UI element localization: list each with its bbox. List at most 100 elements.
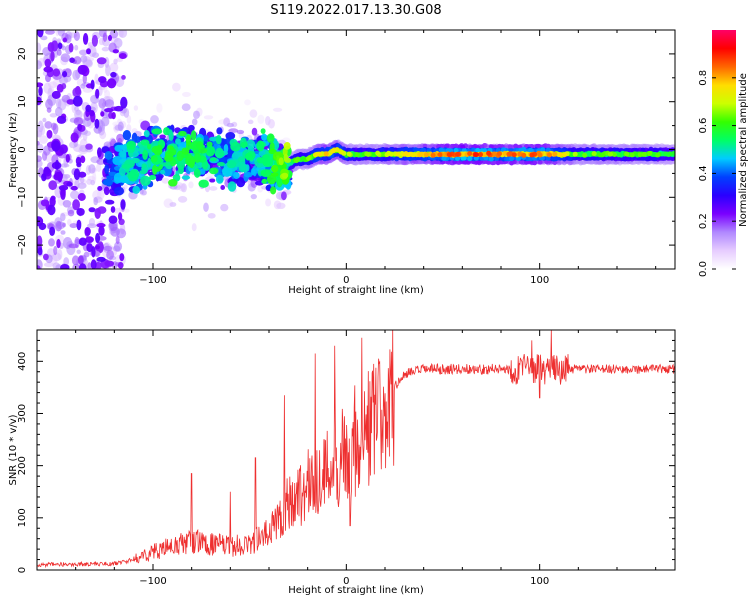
spectrogram-cell <box>330 148 336 154</box>
spectrogram-cell <box>269 133 274 140</box>
spectrogram-cell <box>365 152 371 157</box>
spectrogram-cell <box>76 219 82 231</box>
spectrogram-cell <box>104 108 114 113</box>
spectrogram-cell <box>132 185 141 194</box>
spectrogram-cell <box>140 139 150 146</box>
spectrogram-cell <box>306 155 312 161</box>
spectrogram-cell <box>72 95 83 107</box>
spectrogram-cell <box>423 152 429 158</box>
spectrogram-cell <box>256 140 265 152</box>
spectrogram-cell <box>486 159 492 165</box>
spectrogram-cell <box>73 168 81 181</box>
spectrogram-y-tick-label: 0 <box>17 146 28 152</box>
spectrogram-cell <box>455 151 460 157</box>
spectrogram-cell <box>265 198 272 207</box>
spectrogram-cell <box>551 156 557 162</box>
colorbar-label: Normalized spectral amplitude <box>738 73 749 227</box>
spectrogram-cell <box>178 165 184 175</box>
spectrogram-cell <box>152 166 161 173</box>
spectrogram-cell <box>663 151 669 157</box>
spectrogram-cell <box>42 253 49 261</box>
spectrogram-cell <box>87 262 92 269</box>
spectrogram-cell <box>567 155 573 161</box>
spectrogram-cell <box>113 207 123 214</box>
spectrogram-cell <box>55 220 62 232</box>
spectrogram-cell <box>388 147 394 152</box>
spectrogram-cell <box>118 53 127 59</box>
snr-x-axis-label: Height of straight line (km) <box>288 585 424 596</box>
spectrogram-cell <box>76 249 81 255</box>
spectrogram-cell <box>278 157 284 166</box>
spectrogram-cell <box>547 152 552 158</box>
spectrogram-cell <box>104 260 115 267</box>
spectrogram-cell <box>113 241 123 252</box>
spectrogram-cell <box>244 152 253 161</box>
spectrogram-cell <box>177 196 188 203</box>
spectrogram-cell <box>76 162 82 168</box>
spectrogram-cell <box>52 68 61 77</box>
spectrogram-cell <box>250 167 256 176</box>
spectrogram-cell <box>82 73 87 84</box>
spectrogram-cell <box>80 155 86 164</box>
spectrogram-cell <box>121 163 132 169</box>
spectrogram-cell <box>142 149 148 160</box>
spectrogram-cell <box>97 186 103 191</box>
spectrogram-x-tick-label: 0 <box>343 275 349 286</box>
spectrogram-cell <box>280 191 287 201</box>
spectrogram-cell <box>120 199 126 210</box>
spectrogram-cell <box>37 120 44 133</box>
spectrogram-cell <box>140 175 151 186</box>
spectrogram-cell <box>205 145 216 157</box>
spectrogram-cell <box>322 156 328 162</box>
spectrogram-cell <box>528 147 534 153</box>
spectrogram-cell <box>473 152 479 158</box>
spectrogram-cell <box>80 83 86 89</box>
spectrogram-cell <box>591 143 597 149</box>
spectrogram-cell <box>395 151 401 157</box>
spectrogram-cell <box>303 163 309 169</box>
spectrogram-cell <box>58 76 69 85</box>
spectrogram-cell <box>453 147 459 153</box>
spectrogram-cell <box>123 208 130 213</box>
spectrogram-cell <box>216 127 223 135</box>
spectrogram-cell <box>109 62 119 73</box>
snr-x-tick-label: 100 <box>530 576 549 587</box>
spectrogram-cell <box>375 150 381 156</box>
spectrogram-cell <box>606 159 612 164</box>
spectrogram-cell <box>236 177 246 188</box>
spectrogram-cell <box>612 152 617 157</box>
spectrogram-cell <box>503 143 509 149</box>
spectrogram-cell <box>257 114 265 125</box>
spectrogram-heatmap <box>37 30 675 269</box>
spectrogram-cell <box>60 53 71 63</box>
spectrogram-cell <box>59 163 70 168</box>
spectrogram-cell <box>215 174 224 184</box>
spectrogram-cell <box>582 143 588 149</box>
spectrogram-cell <box>237 156 246 163</box>
spectrogram-cell <box>88 207 96 213</box>
spectrogram-cell <box>323 151 329 157</box>
spectrogram-y-tick-label: 10 <box>17 95 28 108</box>
spectrogram-cell <box>509 156 515 162</box>
spectrogram-cell <box>135 136 141 144</box>
spectrogram-cell <box>260 170 266 176</box>
spectrogram-cell <box>167 147 177 157</box>
spectrogram-cell <box>586 150 592 156</box>
spectrogram-cell <box>276 202 286 210</box>
spectrogram-cell <box>507 151 513 157</box>
spectrogram-cell <box>49 226 56 237</box>
spectrogram-cell <box>150 115 159 124</box>
spectrogram-cell <box>159 169 166 175</box>
spectrogram-cell <box>629 152 635 158</box>
spectrogram-cell <box>172 82 181 92</box>
spectrogram-cell <box>595 159 601 165</box>
spectrogram-cell <box>478 152 483 157</box>
spectrogram-cell <box>312 152 318 158</box>
spectrogram-cell <box>86 48 91 55</box>
spectrogram-cell <box>228 128 239 133</box>
spectrogram-cell <box>72 69 80 81</box>
spectrogram-cell <box>261 133 268 141</box>
spectrogram-cell <box>103 245 113 252</box>
spectrogram-cell <box>96 256 106 262</box>
spectrogram-cell <box>176 150 184 162</box>
